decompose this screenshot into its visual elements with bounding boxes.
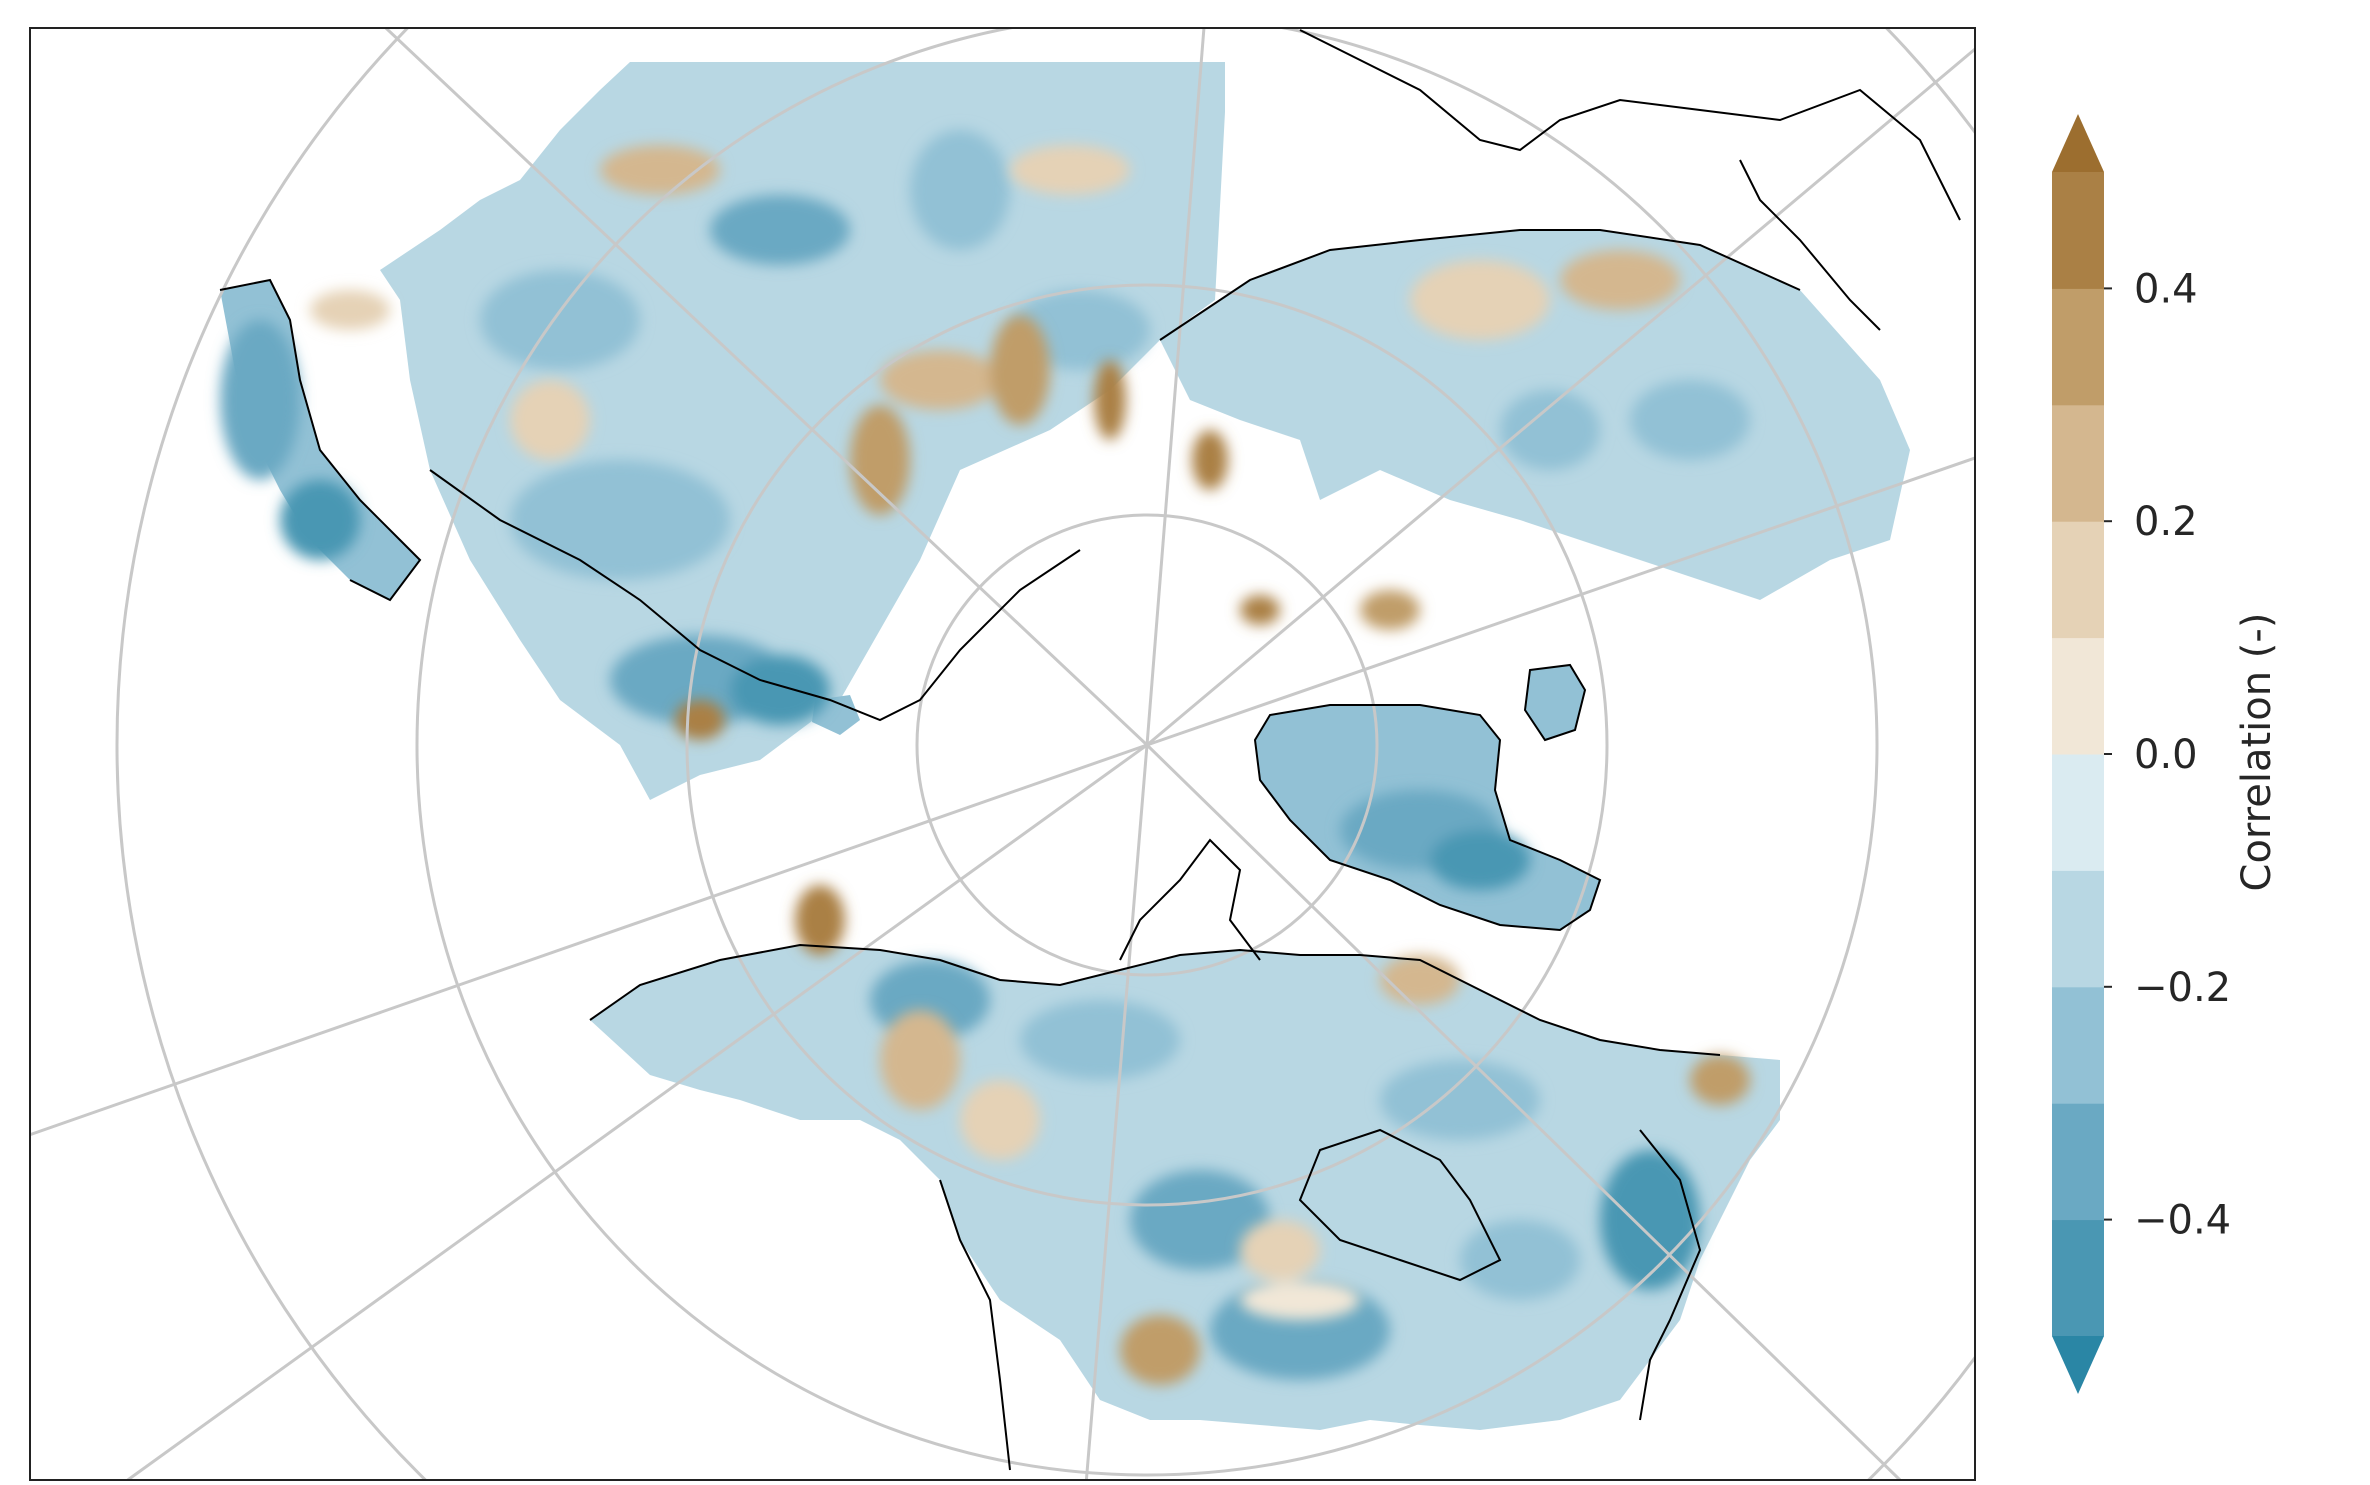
latitude-circle-80 <box>915 513 1379 977</box>
eurasia-west-field <box>380 62 1225 800</box>
meridian-line <box>1146 456 1975 747</box>
meridian-line <box>383 28 1149 747</box>
colorbar: 0.4 0.2 0.0 −0.2 −0.4 <box>2052 114 2231 1394</box>
hudson-bay-coastline <box>1298 1128 1502 1282</box>
colorbar-segment <box>2052 288 2104 406</box>
colorbar-tick-label: −0.2 <box>2134 965 2231 1011</box>
meridian-line <box>30 743 1148 1137</box>
colorbar-segment <box>2052 1219 2104 1337</box>
kamchatka-coastline <box>1739 159 1881 331</box>
colorbar-segment <box>2052 521 2104 639</box>
east-coast-coastline <box>1639 1129 1702 1421</box>
colorbar-tick-label: −0.4 <box>2134 1198 2231 1244</box>
map-frame <box>29 27 1976 1481</box>
north-america-coastline <box>589 943 1721 1056</box>
colorbar-segment <box>2052 1103 2104 1221</box>
positive-correlation-patches <box>310 145 1750 1385</box>
europe-arctic-coastline <box>429 469 1081 722</box>
meridian-line <box>1145 28 1206 746</box>
west-coast-coastline <box>939 1179 1011 1471</box>
meridian-line <box>1145 743 1902 1480</box>
colorbar-label: Correlation (-) <box>2234 613 2280 892</box>
svalbard-coastline <box>1523 663 1587 742</box>
colorbar-tick-label: 0.4 <box>2134 266 2198 312</box>
negative-correlation-patches <box>220 130 1750 1380</box>
colorbar-segment <box>2052 404 2104 522</box>
colorbar-segment <box>2052 986 2104 1104</box>
latitude-circle-70 <box>685 283 1609 1207</box>
scandinavia-coastline <box>219 278 422 602</box>
colorbar-segment <box>2052 754 2104 871</box>
colorbar-segment <box>2052 637 2104 755</box>
latitude-circle-50 <box>115 28 1975 1480</box>
coastlines <box>219 29 1961 1471</box>
colorbar-tick-label: 0.0 <box>2134 732 2198 778</box>
meridian-line <box>1146 47 1975 747</box>
colorbar-segment <box>2052 172 2104 289</box>
northeast-asia-coastline <box>1299 29 1961 221</box>
latitude-circle-60 <box>415 28 1879 1477</box>
colorbar-tick-label: 0.2 <box>2134 499 2198 545</box>
svalbard-field <box>1525 665 1585 740</box>
greenland-coastline <box>1253 704 1602 932</box>
colorbar-extend-low <box>2052 1336 2104 1394</box>
colorbar-extend-high <box>2052 114 2104 172</box>
meridian-line <box>1084 744 1149 1480</box>
siberia-coastline <box>1159 229 1801 341</box>
colorbar-segment <box>2052 870 2104 988</box>
meridian-line <box>125 743 1148 1480</box>
arctic-islands-coastline <box>1119 838 1261 961</box>
